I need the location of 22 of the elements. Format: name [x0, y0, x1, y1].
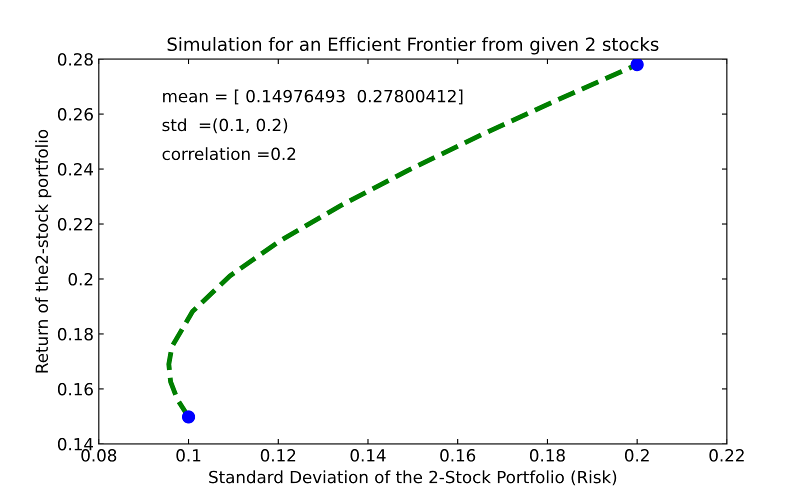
- x-tick-label: 0.14: [350, 449, 386, 462]
- x-tick-label: 0.22: [709, 449, 744, 462]
- y-tick-label: 0.26: [58, 108, 93, 121]
- y-tick-label: 0.2: [68, 272, 92, 286]
- x-tick-label: 0.1: [176, 449, 200, 462]
- y-tick-label: 0.24: [58, 163, 94, 176]
- y-tick-label: 0.22: [58, 218, 92, 231]
- x-tick-label: 0.08: [81, 449, 116, 462]
- x-tick-label: 0.12: [260, 449, 296, 462]
- chart-title: Simulation for an Efficient Frontier from given 2 stocks: [168, 37, 658, 55]
- x-tick-label: 0.16: [440, 449, 476, 462]
- x-tick-label: 0.18: [530, 449, 565, 462]
- y-tick-label: 0.28: [58, 53, 93, 66]
- y-axis-title: Return of the2-stock portfolio: [35, 130, 52, 372]
- y-tick-label: 0.14: [58, 438, 94, 450]
- annotation: std =(0.1, 0.2): [162, 118, 288, 134]
- y-tick-label: 0.18: [58, 328, 93, 341]
- annotation: correlation =0.2: [162, 147, 296, 160]
- y-tick-label: 0.16: [58, 382, 93, 396]
- x-axis-title: Standard Deviation of the 2-Stock Portfolio (Risk): [209, 470, 616, 486]
- x-tick-label: 0.2: [624, 449, 649, 462]
- annotation: mean = [ 0.14976493 0.27800412]: [163, 90, 462, 104]
